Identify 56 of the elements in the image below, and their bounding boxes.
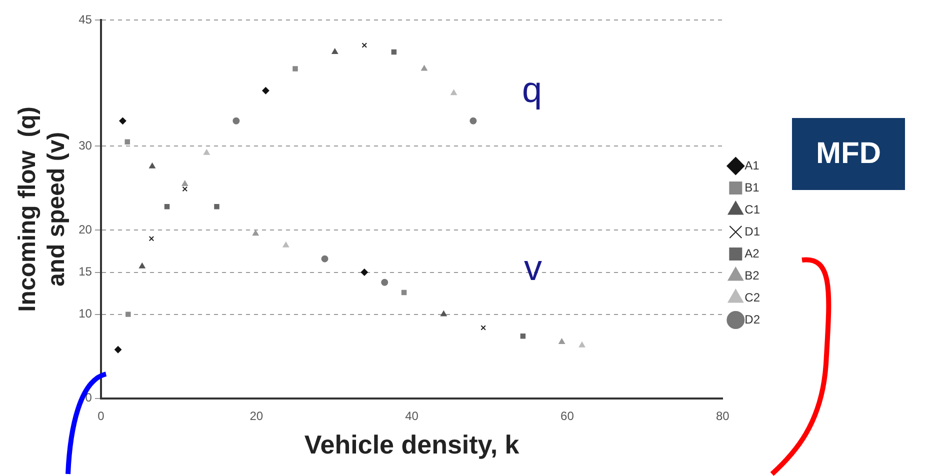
point [362,42,368,48]
point [114,346,122,354]
text: MFD [792,118,905,190]
point [262,87,270,94]
legend-label: B2 [744,268,760,282]
y-axis-title: Incoming flow (q) and speed (v) [14,106,70,312]
x-tick-label: 80 [716,408,730,423]
point [204,149,210,155]
x-tick-label: 60 [560,408,574,423]
point [126,312,131,317]
legend-label: D1 [744,224,760,238]
point [182,180,188,186]
legend-label: B1 [744,180,760,194]
point [421,65,428,71]
y-tick-label: 20 [78,222,92,237]
point [252,230,259,236]
point [360,268,368,276]
point [182,186,188,192]
legend-label: A2 [744,246,760,260]
point [232,117,240,124]
x-tick-label: 20 [250,408,264,423]
x-tick-label: 0 [98,408,105,423]
point [450,90,457,96]
y-tick-label: 15 [78,264,92,279]
y-tick-label: 10 [78,306,92,321]
legend-label: C1 [744,202,760,216]
point [391,49,397,55]
point [381,278,388,286]
point [480,325,486,330]
point [164,204,170,210]
point [148,236,154,242]
point [440,310,447,316]
point [401,290,407,296]
y-tick-label: 30 [78,138,92,152]
legend-label: A1 [744,158,760,172]
point [558,338,565,344]
x-tick-label: 40 [405,408,419,423]
legend-label: D2 [744,312,760,326]
point [321,255,328,262]
point [149,162,156,168]
point [139,262,146,268]
point [214,204,220,210]
annotation: q [522,69,542,110]
annotation: v [524,247,542,288]
point [119,117,126,124]
x-axis-title: Vehicle density, k [304,430,520,460]
y-tick-label: 45 [78,12,92,26]
point [124,139,130,145]
legend-label: C2 [744,290,760,304]
point [520,334,526,339]
point [578,342,586,348]
point [282,242,290,248]
point [292,66,298,72]
point [470,117,477,124]
y-tick-label: 0 [85,390,92,405]
point [332,48,338,54]
